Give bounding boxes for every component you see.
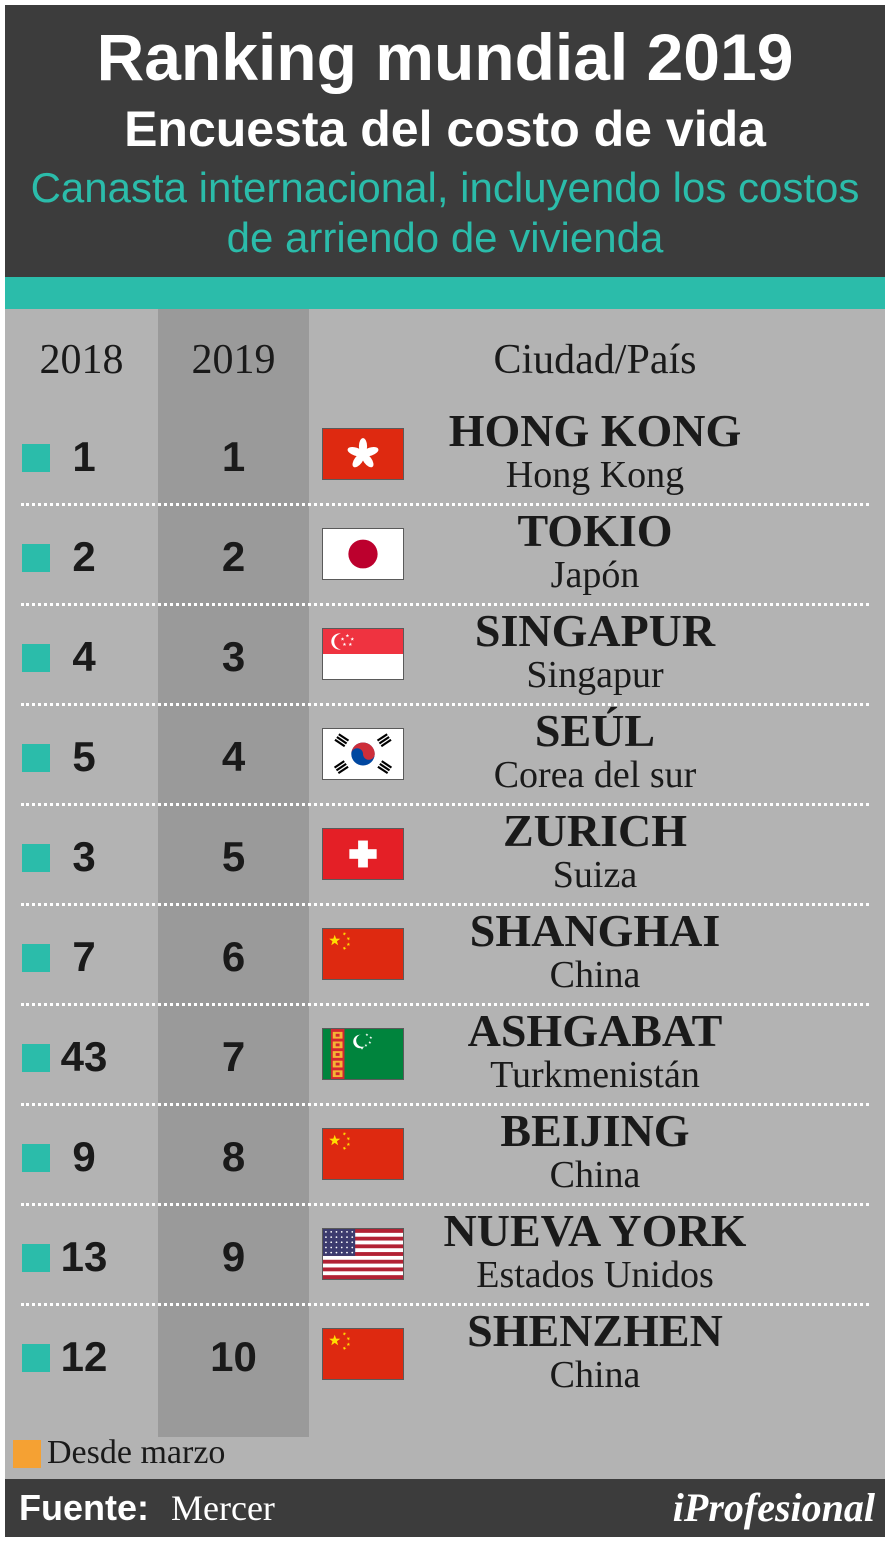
- source-label: Fuente:: [19, 1487, 149, 1528]
- table-row: 43 7 ASHGABAT Turkmenistán: [5, 1005, 885, 1105]
- hong-kong-flag-icon: [322, 428, 404, 480]
- city-name: SHANGHAI: [469, 905, 721, 956]
- rank-change-marker: [22, 644, 50, 672]
- column-header-2019: 2019: [191, 337, 276, 383]
- usa-flag-icon: [322, 1228, 404, 1280]
- footer: Fuente: Mercer iProfesional: [5, 1479, 885, 1537]
- city-name: SEÚL: [534, 705, 656, 756]
- table-row: 7 6 SHANGHAI China: [5, 905, 885, 1005]
- table-row: 9 8 BEIJING China: [5, 1105, 885, 1205]
- row-divider: [21, 803, 869, 806]
- rank-change-marker: [22, 1344, 50, 1372]
- table-row: 3 5 ZURICH Suiza: [5, 805, 885, 905]
- rank-change-marker: [22, 944, 50, 972]
- description: Canasta internacional, incluyendo los co…: [30, 164, 860, 261]
- city-name: HONG KONG: [448, 405, 742, 456]
- subtitle: Encuesta del costo de vida: [124, 101, 766, 157]
- rank-2018: 13: [60, 1233, 108, 1280]
- rank-2018: 7: [72, 933, 96, 980]
- rank-2018: 3: [72, 833, 96, 880]
- country-name: Estados Unidos: [476, 1254, 714, 1296]
- header-accent-band: [5, 277, 885, 309]
- country-name: China: [549, 1354, 641, 1396]
- row-divider: [21, 603, 869, 606]
- turkmenistan-flag-icon: [322, 1028, 404, 1080]
- rank-2019: 5: [221, 833, 246, 880]
- rank-2019: 1: [221, 433, 246, 480]
- row-divider: [21, 503, 869, 506]
- row-divider: [21, 703, 869, 706]
- rank-2019: 7: [221, 1033, 246, 1080]
- table-row: 4 3 SINGAPUR Singapur: [5, 605, 885, 705]
- rank-change-marker: [22, 444, 50, 472]
- rank-2018: 43: [60, 1033, 108, 1080]
- country-name: China: [549, 1154, 641, 1196]
- legend-swatch: [13, 1440, 41, 1468]
- china-flag-icon: [322, 1328, 404, 1380]
- country-name: Corea del sur: [493, 754, 697, 796]
- country-name: Japón: [550, 554, 640, 596]
- table-row: 12 10 SHENZHEN China: [5, 1305, 885, 1405]
- city-name: ASHGABAT: [467, 1005, 723, 1056]
- brand-logo: iProfesional: [672, 1485, 875, 1530]
- table-row: 5 4 SEÚL Corea del sur: [5, 705, 885, 805]
- rank-change-marker: [22, 1044, 50, 1072]
- infographic: Ranking mundial 2019 Encuesta del costo …: [5, 5, 885, 1537]
- column-header-city-country: Ciudad/País: [493, 337, 697, 383]
- rank-change-marker: [22, 844, 50, 872]
- rank-2018: 9: [72, 1133, 96, 1180]
- rank-change-marker: [22, 1144, 50, 1172]
- rank-change-marker: [22, 544, 50, 572]
- country-name: China: [549, 954, 641, 996]
- country-name: Suiza: [552, 854, 638, 896]
- city-name: SHENZHEN: [467, 1305, 723, 1356]
- rank-2019: 9: [221, 1233, 246, 1280]
- table-row: 2 2 TOKIO Japón: [5, 505, 885, 605]
- row-divider: [21, 903, 869, 906]
- china-flag-icon: [322, 1128, 404, 1180]
- country-name: Singapur: [526, 654, 664, 696]
- singapore-flag-icon: [322, 628, 404, 680]
- china-flag-icon: [322, 928, 404, 980]
- city-name: BEIJING: [500, 1105, 690, 1156]
- rank-2019: 8: [221, 1133, 246, 1180]
- city-name: NUEVA YORK: [443, 1205, 747, 1256]
- city-name: ZURICH: [502, 805, 688, 856]
- switzerland-flag-icon: [322, 828, 404, 880]
- table-row: 13 9 NUEVA YORK Estados Unidos: [5, 1205, 885, 1305]
- rank-2019: 3: [221, 633, 246, 680]
- city-name: SINGAPUR: [474, 605, 716, 656]
- rank-2019: 2: [221, 533, 246, 580]
- table-row: 1 1 HONG KONG Hong Kong: [5, 405, 885, 505]
- source-value: Mercer: [171, 1488, 275, 1528]
- rank-change-marker: [22, 744, 50, 772]
- rank-2018: 5: [72, 733, 96, 780]
- country-name: Hong Kong: [505, 454, 685, 496]
- title: Ranking mundial 2019: [96, 20, 794, 94]
- row-divider: [21, 1303, 869, 1306]
- legend-label: Desde marzo: [47, 1434, 226, 1471]
- rank-2018: 12: [60, 1333, 108, 1380]
- header: Ranking mundial 2019 Encuesta del costo …: [5, 5, 885, 277]
- country-name: Turkmenistán: [490, 1054, 700, 1096]
- rank-2018: 4: [72, 633, 96, 680]
- row-divider: [21, 1203, 869, 1206]
- column-2019-background: [158, 309, 309, 1437]
- rank-change-marker: [22, 1244, 50, 1272]
- row-divider: [21, 1003, 869, 1006]
- rank-2019: 6: [221, 933, 246, 980]
- japan-flag-icon: [322, 528, 404, 580]
- rank-2019: 10: [210, 1333, 257, 1380]
- rank-2019: 4: [221, 733, 246, 780]
- rank-2018: 2: [72, 533, 96, 580]
- column-header-2018: 2018: [39, 337, 124, 383]
- rank-2018: 1: [72, 433, 96, 480]
- city-name: TOKIO: [517, 505, 673, 556]
- south-korea-flag-icon: [322, 728, 404, 780]
- row-divider: [21, 1103, 869, 1106]
